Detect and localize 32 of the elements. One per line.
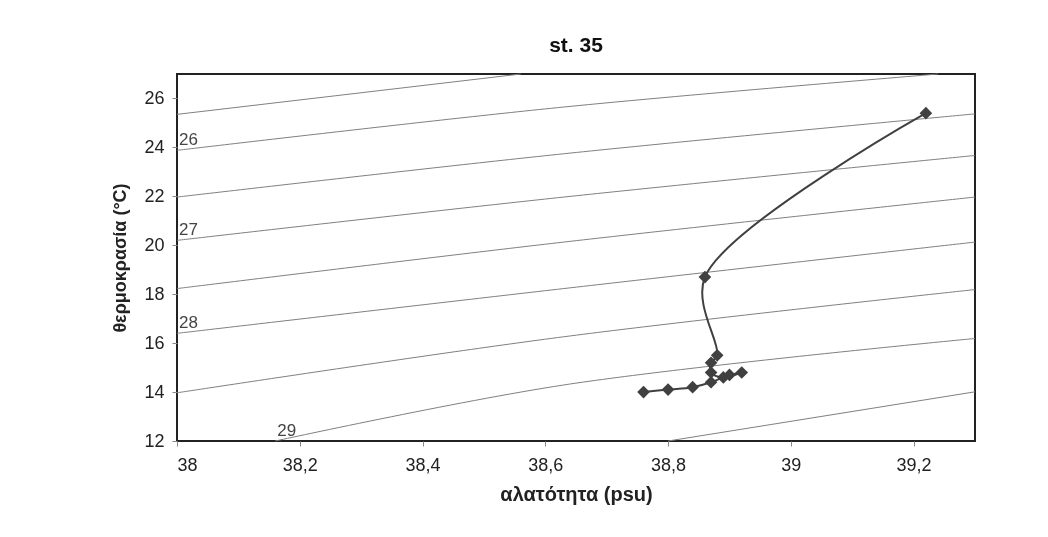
point [637,385,650,399]
point [661,383,675,396]
series-label: 28 [179,313,198,333]
x-tick-label: 39 [781,454,802,475]
x-tick-label: 38,4 [405,454,441,475]
point [698,270,712,284]
point [704,356,718,370]
y-tick-label: 24 [144,136,165,157]
point [919,106,933,120]
y-tick-label: 20 [144,234,165,255]
y-tick-label: 26 [144,87,165,108]
point [710,349,724,362]
series-label: 27 [179,220,198,240]
series-label: 26 [179,130,198,150]
point [735,366,749,379]
y-tick-label: 22 [144,185,165,206]
x-axis-title: αλατότητα (psu) [500,482,653,505]
chart-title: st. 35 [549,32,604,56]
y-axis-title: θερμοκρασία (°C) [110,183,131,333]
x-tick-label: 38,6 [528,454,564,475]
x-tick-label: 39,2 [896,454,932,475]
y-tick-label: 14 [144,381,165,402]
x-tick-label: 38 [177,454,198,475]
series-label: 29 [277,421,297,440]
y-tick-label: 18 [144,283,165,304]
point [686,380,699,394]
point [704,375,718,389]
x-tick-label: 38,8 [651,454,687,475]
y-tick-label: 16 [144,332,165,353]
point [723,368,736,382]
y-tick-label: 12 [144,430,165,451]
x-tick-label: 38,2 [282,454,318,475]
